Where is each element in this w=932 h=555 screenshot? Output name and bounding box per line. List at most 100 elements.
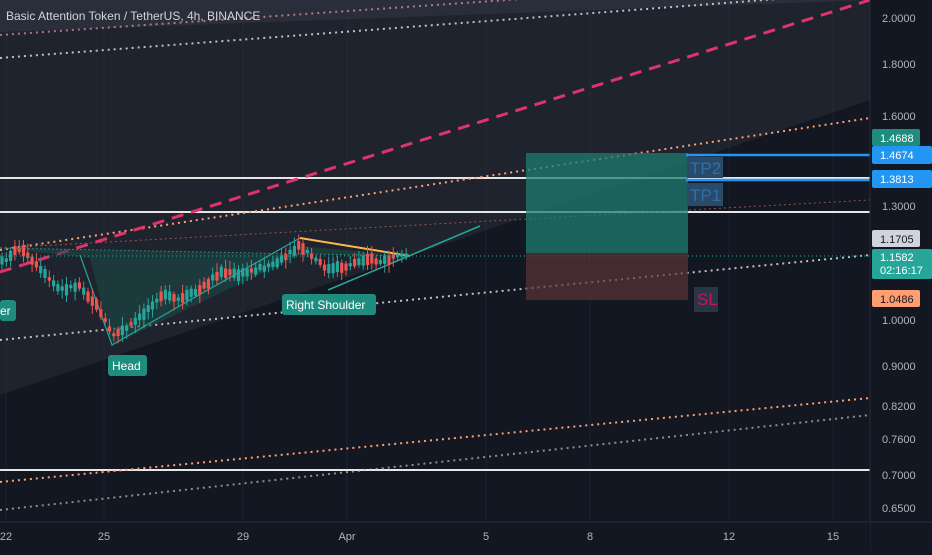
price-tick: 1.3000	[882, 201, 916, 213]
candle-body	[95, 299, 99, 310]
candle-body	[69, 284, 73, 289]
candle-body	[107, 326, 112, 332]
candle-body	[4, 258, 8, 263]
candle-body	[340, 262, 344, 273]
orange-dotted-lower	[0, 397, 871, 483]
sl-price-value: 1.0486	[880, 294, 914, 306]
candle-body	[64, 284, 69, 296]
candle-body	[163, 289, 167, 300]
triangle-lower-line	[327, 225, 481, 291]
candle-body	[176, 297, 180, 301]
time-tick: 8	[587, 531, 593, 543]
candle-body	[241, 268, 245, 277]
candle-body	[383, 255, 387, 265]
candle-body	[155, 298, 159, 303]
candle-body	[318, 258, 322, 265]
candle-body	[331, 263, 335, 274]
candle-body	[271, 261, 275, 267]
time-tick: Apr	[338, 531, 355, 543]
candle-body	[0, 256, 4, 265]
price-tick: 1.0000	[882, 315, 916, 327]
symbol-title: Basic Attention Token / TetherUS, 4h, BI…	[6, 9, 260, 23]
candle-body	[258, 263, 262, 271]
time-tick: 29	[237, 531, 249, 543]
orange-dotted-top	[0, 0, 523, 36]
candle-body	[335, 261, 339, 272]
candle-body	[138, 313, 142, 321]
tp1-label-box	[687, 183, 723, 206]
candle-body	[9, 250, 13, 261]
thin-dotted-line	[0, 199, 871, 249]
candle-body	[99, 309, 103, 318]
candle-body	[262, 265, 266, 272]
candle-body	[378, 260, 382, 264]
candle-body	[267, 263, 271, 268]
candle-body	[185, 290, 189, 301]
tp1-price-badge	[872, 170, 932, 188]
candle-body	[404, 253, 408, 258]
position-profit-zone[interactable]	[526, 153, 688, 253]
time-tick: 25	[98, 531, 110, 543]
candle-body	[198, 285, 202, 295]
candle-body	[47, 277, 51, 281]
candle-body	[133, 317, 137, 325]
candle-body	[21, 244, 26, 257]
candle-body	[284, 254, 288, 260]
horizontal-levels	[0, 177, 870, 471]
head-label: Head	[112, 359, 141, 373]
line-price-badge	[872, 230, 920, 247]
candle-body	[125, 325, 129, 331]
sl-label: SL	[697, 290, 718, 309]
candle-body	[301, 243, 305, 255]
candle-body	[211, 274, 215, 281]
price-tick: 0.8200	[882, 401, 916, 413]
candle-body	[43, 269, 47, 278]
candle-body	[305, 249, 309, 254]
candle-body	[202, 281, 206, 289]
candle-body	[396, 254, 400, 258]
tp2-price-value: 1.4674	[880, 150, 914, 162]
right-shoulder-label: Right Shoulder	[286, 298, 365, 312]
candle-body	[129, 322, 133, 326]
tp2-price-badge	[872, 146, 932, 164]
target-price-badge	[872, 129, 920, 146]
candle-body	[232, 268, 236, 278]
candle-body	[314, 257, 318, 262]
last-price-value: 1.1582	[880, 252, 914, 264]
position-loss-zone[interactable]	[526, 253, 688, 300]
candle-body	[193, 288, 198, 296]
candle-body	[357, 258, 361, 266]
candle-body	[387, 255, 391, 265]
price-tick: 0.9000	[882, 361, 916, 373]
candle-body	[159, 291, 163, 302]
candle-body	[361, 255, 365, 266]
candle-body	[310, 253, 314, 259]
price-tick: 0.7000	[882, 470, 916, 482]
candle-body	[236, 269, 241, 282]
candle-body	[103, 318, 107, 322]
neckline	[0, 247, 411, 257]
candle-body	[206, 279, 210, 289]
candle-body	[112, 333, 116, 337]
bar-countdown: 02:16:17	[880, 265, 923, 277]
candle-body	[150, 301, 155, 310]
candle-body	[39, 266, 43, 274]
pink-dashed-trendline	[0, 0, 871, 274]
candle-body	[297, 241, 301, 250]
time-axis[interactable]	[0, 522, 870, 550]
candle-body	[245, 268, 249, 277]
last-price-badge	[872, 249, 932, 279]
candle-body	[327, 264, 331, 274]
price-tick: 1.8000	[882, 59, 916, 71]
candle-body	[254, 267, 258, 275]
price-tick: 0.6500	[882, 503, 916, 515]
candle-body	[77, 282, 81, 289]
candle-body	[374, 258, 378, 265]
candle-body	[288, 249, 292, 255]
candle-body	[249, 268, 253, 273]
candle-body	[279, 255, 284, 263]
candle-body	[26, 252, 30, 259]
candle-body	[120, 325, 124, 336]
